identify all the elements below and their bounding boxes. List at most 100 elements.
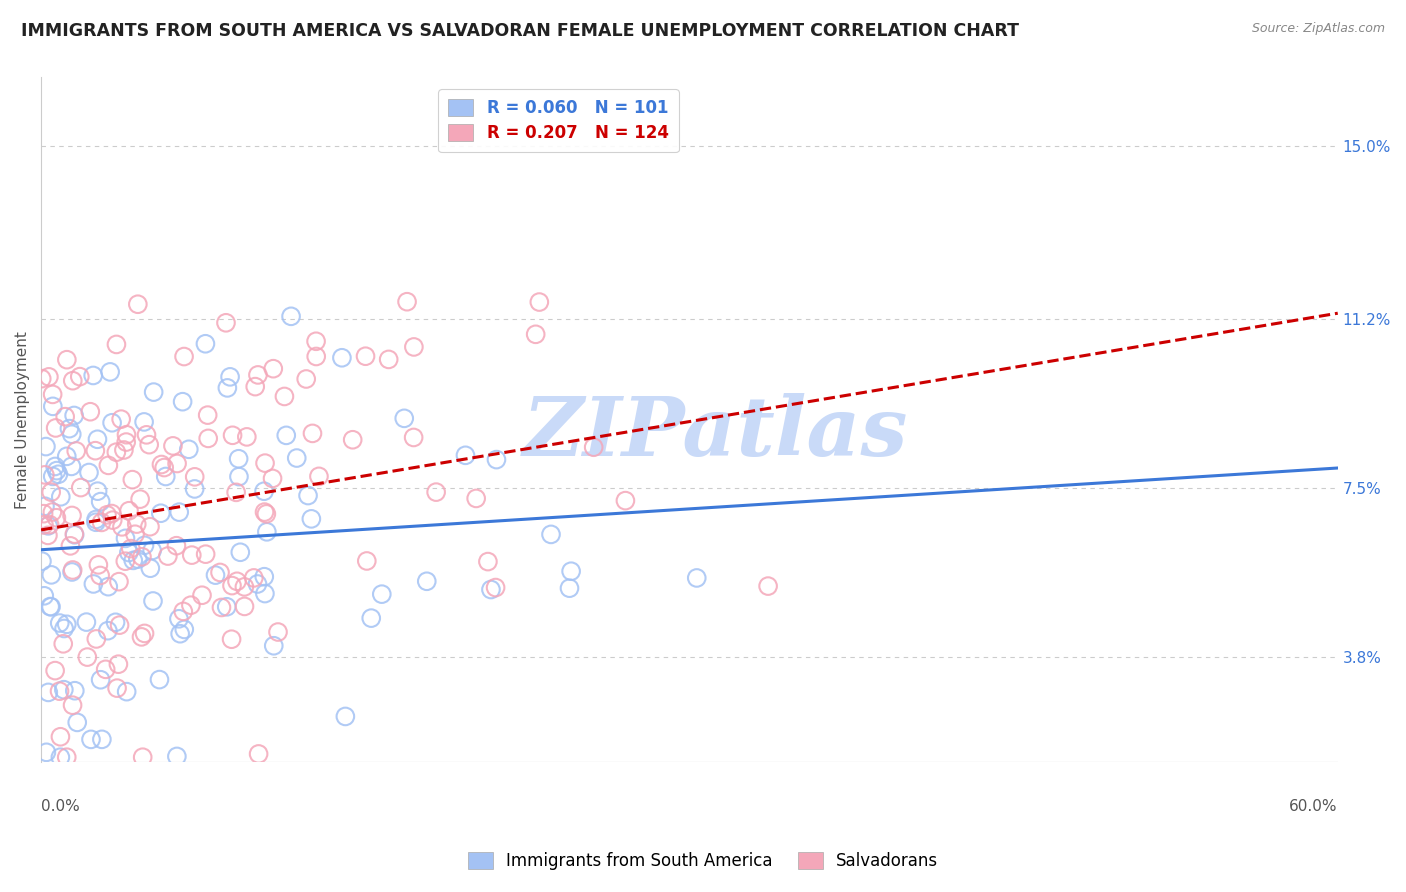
Point	[60, 508, 83, 523]
Point	[62, 374, 84, 388]
Point	[233, 580, 256, 594]
Point	[59, 539, 82, 553]
Point	[172, 604, 194, 618]
Point	[215, 599, 238, 614]
Point	[115, 435, 138, 450]
Point	[110, 412, 132, 426]
Point	[127, 552, 149, 566]
Point	[166, 749, 188, 764]
Point	[96, 508, 118, 522]
Point	[90, 516, 112, 530]
Point	[135, 427, 157, 442]
Point	[485, 452, 508, 467]
Point	[142, 594, 165, 608]
Point	[55, 450, 77, 464]
Point	[105, 337, 128, 351]
Point	[254, 507, 277, 521]
Point	[44, 459, 66, 474]
Point	[204, 568, 226, 582]
Point	[138, 437, 160, 451]
Point	[34, 500, 56, 514]
Point	[104, 615, 127, 630]
Point	[60, 427, 83, 442]
Point	[60, 459, 83, 474]
Point	[134, 538, 156, 552]
Point	[53, 622, 76, 636]
Point	[31, 554, 53, 568]
Point	[79, 405, 101, 419]
Point	[280, 310, 302, 324]
Point	[62, 563, 84, 577]
Text: IMMIGRANTS FROM SOUTH AMERICA VS SALVADORAN FEMALE UNEMPLOYMENT CORRELATION CHAR: IMMIGRANTS FROM SOUTH AMERICA VS SALVADO…	[21, 22, 1019, 40]
Point	[228, 469, 250, 483]
Point	[49, 750, 72, 764]
Point	[108, 574, 131, 589]
Point	[131, 630, 153, 644]
Point	[34, 467, 56, 482]
Point	[87, 558, 110, 572]
Point	[38, 517, 60, 532]
Point	[197, 431, 219, 445]
Point	[139, 519, 162, 533]
Point	[86, 484, 108, 499]
Point	[105, 445, 128, 459]
Point	[45, 421, 67, 435]
Point	[246, 368, 269, 382]
Point	[80, 732, 103, 747]
Point	[134, 626, 156, 640]
Point	[484, 581, 506, 595]
Point	[156, 549, 179, 563]
Point	[37, 528, 59, 542]
Point	[308, 469, 330, 483]
Point	[285, 451, 308, 466]
Point	[194, 336, 217, 351]
Point	[276, 428, 298, 442]
Point	[233, 599, 256, 614]
Point	[120, 541, 142, 556]
Point	[425, 485, 447, 500]
Point	[122, 553, 145, 567]
Point	[162, 439, 184, 453]
Point	[49, 730, 72, 744]
Point	[247, 747, 270, 761]
Point	[90, 494, 112, 508]
Point	[101, 416, 124, 430]
Point	[32, 589, 55, 603]
Point	[262, 361, 284, 376]
Point	[297, 489, 319, 503]
Point	[560, 564, 582, 578]
Point	[219, 369, 242, 384]
Point	[226, 574, 249, 589]
Point	[208, 566, 231, 580]
Point	[246, 577, 269, 591]
Point	[44, 664, 66, 678]
Point	[63, 683, 86, 698]
Text: ZIPatlas: ZIPatlas	[523, 393, 908, 474]
Point	[63, 527, 86, 541]
Point	[360, 611, 382, 625]
Point	[60, 565, 83, 579]
Point	[194, 547, 217, 561]
Point	[55, 750, 77, 764]
Point	[69, 369, 91, 384]
Point	[165, 539, 187, 553]
Point	[183, 470, 205, 484]
Point	[229, 545, 252, 559]
Point	[125, 517, 148, 532]
Point	[41, 505, 63, 519]
Point	[215, 316, 238, 330]
Point	[150, 458, 173, 472]
Point	[394, 411, 416, 425]
Point	[243, 571, 266, 585]
Point	[153, 460, 176, 475]
Point	[39, 599, 62, 614]
Point	[42, 400, 65, 414]
Point	[183, 482, 205, 496]
Point	[118, 504, 141, 518]
Point	[39, 599, 62, 614]
Point	[84, 443, 107, 458]
Point	[221, 632, 243, 647]
Point	[115, 427, 138, 442]
Point	[142, 385, 165, 400]
Point	[177, 442, 200, 457]
